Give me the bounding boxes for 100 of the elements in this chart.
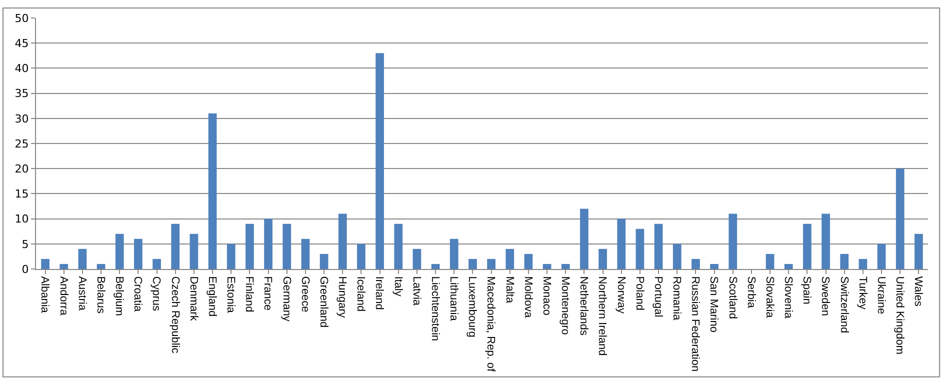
bar — [152, 258, 161, 269]
x-tick-label: Scotland — [726, 276, 738, 320]
x-tick-label: Monaco — [540, 276, 552, 316]
x-tick-label: Estonia — [224, 276, 237, 314]
bar — [78, 248, 87, 269]
y-tick-label: 35 — [14, 87, 29, 100]
bar — [41, 258, 50, 269]
x-tick-label: Cyprus — [150, 276, 162, 312]
bar — [822, 214, 830, 269]
bar — [692, 258, 700, 269]
bar — [914, 234, 923, 269]
x-tick-label: Ireland — [373, 276, 386, 310]
y-tick-label: 15 — [14, 188, 29, 201]
bar — [357, 244, 366, 269]
x-tick-label: Albania — [38, 276, 51, 314]
x-tick-label: England — [206, 276, 218, 317]
bar — [115, 234, 124, 269]
x-tick-label: Netherlands — [578, 276, 590, 336]
bar — [877, 244, 886, 269]
bar — [803, 224, 812, 269]
bar — [598, 248, 607, 269]
bar — [561, 264, 570, 269]
bar — [301, 238, 310, 269]
bar — [134, 238, 142, 269]
bar — [208, 113, 217, 269]
x-tick-label: Moldova — [522, 276, 534, 319]
y-tick-label: 10 — [14, 212, 29, 226]
bar — [487, 258, 496, 269]
x-tick-label: Romania — [670, 276, 683, 322]
bar — [282, 224, 292, 269]
bar — [542, 264, 552, 269]
x-tick-label: Poland — [633, 276, 646, 310]
bar — [246, 224, 254, 269]
bar — [226, 244, 236, 269]
y-tick-label: 25 — [14, 137, 29, 150]
x-tick-label: Slovenia — [782, 276, 794, 320]
x-tick-label: Ukraine — [874, 276, 887, 314]
bar — [840, 254, 849, 269]
y-tick-label: 45 — [14, 36, 29, 50]
x-tick-label: Portugal — [652, 276, 664, 318]
bar — [896, 168, 904, 269]
x-tick-label: Malta — [503, 276, 516, 304]
x-tick-label: Northern Ireland — [596, 276, 608, 356]
bar — [171, 224, 180, 269]
bar — [617, 218, 626, 269]
y-tick-label: 40 — [14, 62, 29, 76]
x-tick-label: Montenegro — [559, 276, 572, 335]
bar — [376, 53, 384, 269]
bar — [580, 208, 588, 269]
bar — [636, 228, 644, 269]
bar — [728, 214, 738, 269]
x-tick-label: Hungary — [336, 276, 348, 318]
x-tick-label: Sweden — [819, 276, 832, 316]
x-tick-label: Czech Republic — [168, 276, 181, 354]
bar — [654, 224, 663, 269]
x-tick-label: Denmark — [187, 276, 200, 322]
bar — [264, 218, 272, 269]
y-tick-label: 20 — [14, 162, 29, 176]
x-tick-label: Luxembourg — [466, 276, 478, 338]
x-tick-label: Macedonia, Rep. of — [484, 276, 497, 373]
x-tick-label: Latvia — [410, 276, 422, 306]
x-tick-label: Iceland — [354, 276, 367, 312]
x-tick-label: Andorra — [57, 276, 70, 316]
bar — [784, 264, 793, 269]
x-tick-label: France — [262, 276, 274, 310]
x-tick-label: Belgium — [113, 276, 126, 316]
bar — [672, 244, 682, 269]
bar — [858, 258, 868, 269]
bar — [524, 254, 533, 269]
x-tick-label: Norway — [614, 276, 627, 314]
y-tick-label: 30 — [14, 112, 29, 126]
x-tick-label: Liechtenstein — [428, 276, 441, 342]
y-tick-label: 50 — [14, 12, 29, 25]
bar — [710, 264, 718, 269]
x-tick-label: Russian Federation — [689, 276, 702, 372]
x-tick-label: Turkey — [856, 276, 868, 310]
x-tick-label: Switzerland — [838, 276, 850, 334]
x-tick-label: Greenland — [317, 276, 330, 328]
x-tick-label: Greece — [298, 276, 311, 312]
bar — [450, 238, 458, 269]
bar — [468, 258, 477, 269]
x-tick-label: Lithuania — [448, 276, 460, 322]
bar — [320, 254, 328, 269]
x-tick-label: Slovakia — [763, 276, 776, 319]
bar — [338, 214, 347, 269]
bar — [96, 264, 106, 269]
x-tick-label: United Kingdom — [894, 276, 906, 354]
bar — [190, 234, 198, 269]
bar — [412, 248, 422, 269]
x-tick-label: Spain — [800, 276, 813, 304]
x-tick-label: Wales — [912, 276, 924, 307]
bar — [506, 248, 514, 269]
bar — [394, 224, 403, 269]
x-tick-label: Austria — [76, 276, 88, 312]
x-tick-label: Germany — [280, 276, 292, 322]
bar — [431, 264, 440, 269]
x-tick-label: San Marino — [708, 276, 720, 332]
y-tick-label: 5 — [22, 238, 29, 251]
x-tick-label: Serbia — [744, 276, 757, 309]
y-tick-label: 0 — [22, 262, 29, 276]
